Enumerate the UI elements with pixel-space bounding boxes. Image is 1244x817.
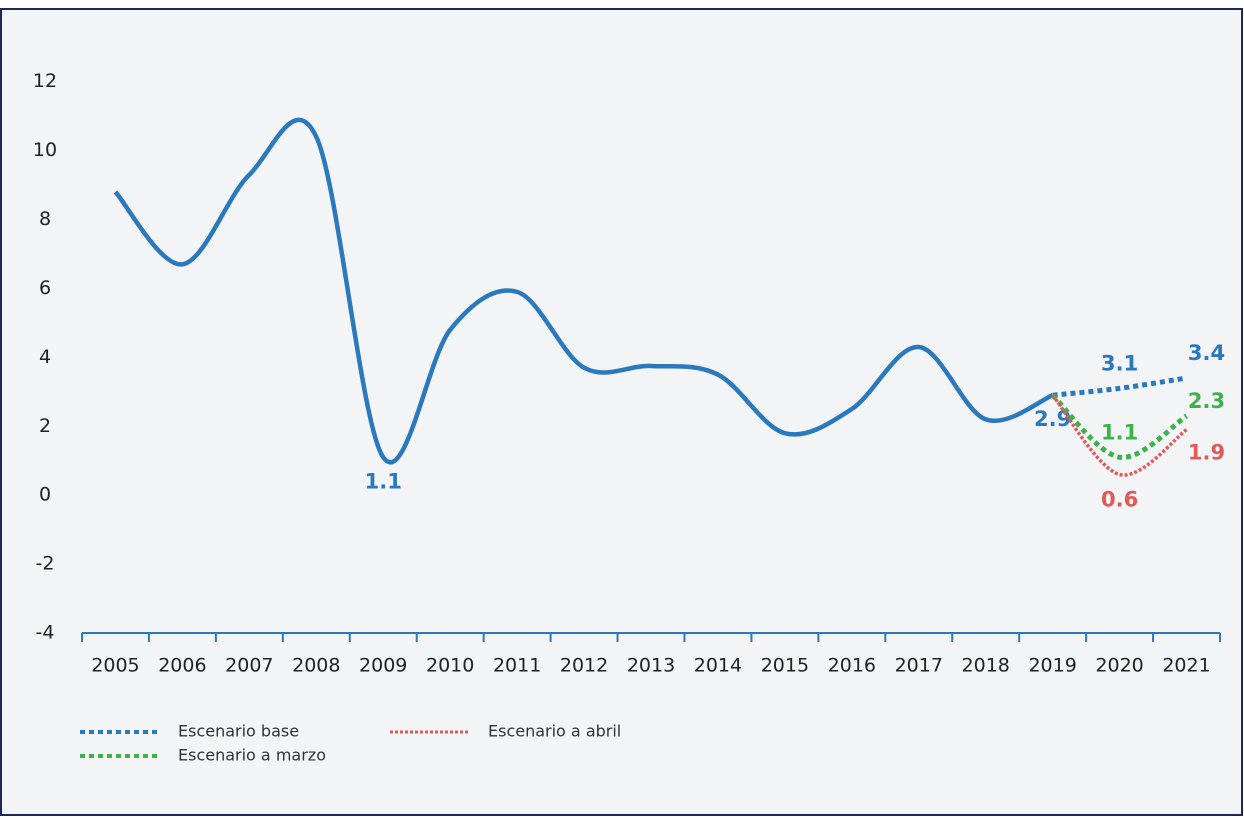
series-line <box>1051 394 1188 477</box>
y-tick-label: -2 <box>36 553 55 575</box>
x-tick-label: 2005 <box>91 655 139 677</box>
series-line <box>113 117 1054 465</box>
x-tick-label: 2014 <box>694 655 742 677</box>
x-tick-label: 2019 <box>1028 655 1076 677</box>
x-tick-label: 2009 <box>359 655 407 677</box>
data-label: 1.1 <box>1101 420 1138 444</box>
x-tick-label: 2020 <box>1095 655 1143 677</box>
x-tick-label: 2006 <box>158 655 206 677</box>
legend-label: Escenario a abril <box>488 722 621 741</box>
legend-label: Escenario a marzo <box>178 746 326 765</box>
x-tick-label: 2018 <box>962 655 1010 677</box>
x-tick-label: 2016 <box>828 655 876 677</box>
x-tick-label: 2011 <box>493 655 541 677</box>
y-tick-label: 8 <box>39 208 51 230</box>
legend-label: Escenario base <box>178 722 299 741</box>
y-tick-label: 2 <box>39 415 51 437</box>
x-tick-label: 2013 <box>627 655 675 677</box>
series-line <box>1052 375 1187 398</box>
x-tick-label: 2008 <box>292 655 340 677</box>
y-tick-label: 6 <box>39 277 51 299</box>
y-tick-label: -4 <box>36 622 55 644</box>
y-tick-label: 12 <box>33 70 57 92</box>
y-tick-label: 10 <box>33 139 57 161</box>
data-label: 3.4 <box>1188 341 1225 365</box>
x-tick-label: 2007 <box>225 655 273 677</box>
data-label: 1.9 <box>1188 441 1225 465</box>
x-tick-label: 2017 <box>895 655 943 677</box>
x-tick-label: 2010 <box>426 655 474 677</box>
y-tick-label: 4 <box>39 346 51 368</box>
data-label: 2.3 <box>1188 389 1225 413</box>
y-tick-label: 0 <box>39 484 51 506</box>
chart-frame <box>0 8 1243 816</box>
data-label: 1.1 <box>365 469 402 493</box>
x-tick-label: 2021 <box>1162 655 1210 677</box>
data-label: 3.1 <box>1101 351 1138 375</box>
x-tick-label: 2015 <box>761 655 809 677</box>
series-line <box>1050 393 1188 460</box>
x-tick-label: 2012 <box>560 655 608 677</box>
data-label: 0.6 <box>1101 487 1138 511</box>
